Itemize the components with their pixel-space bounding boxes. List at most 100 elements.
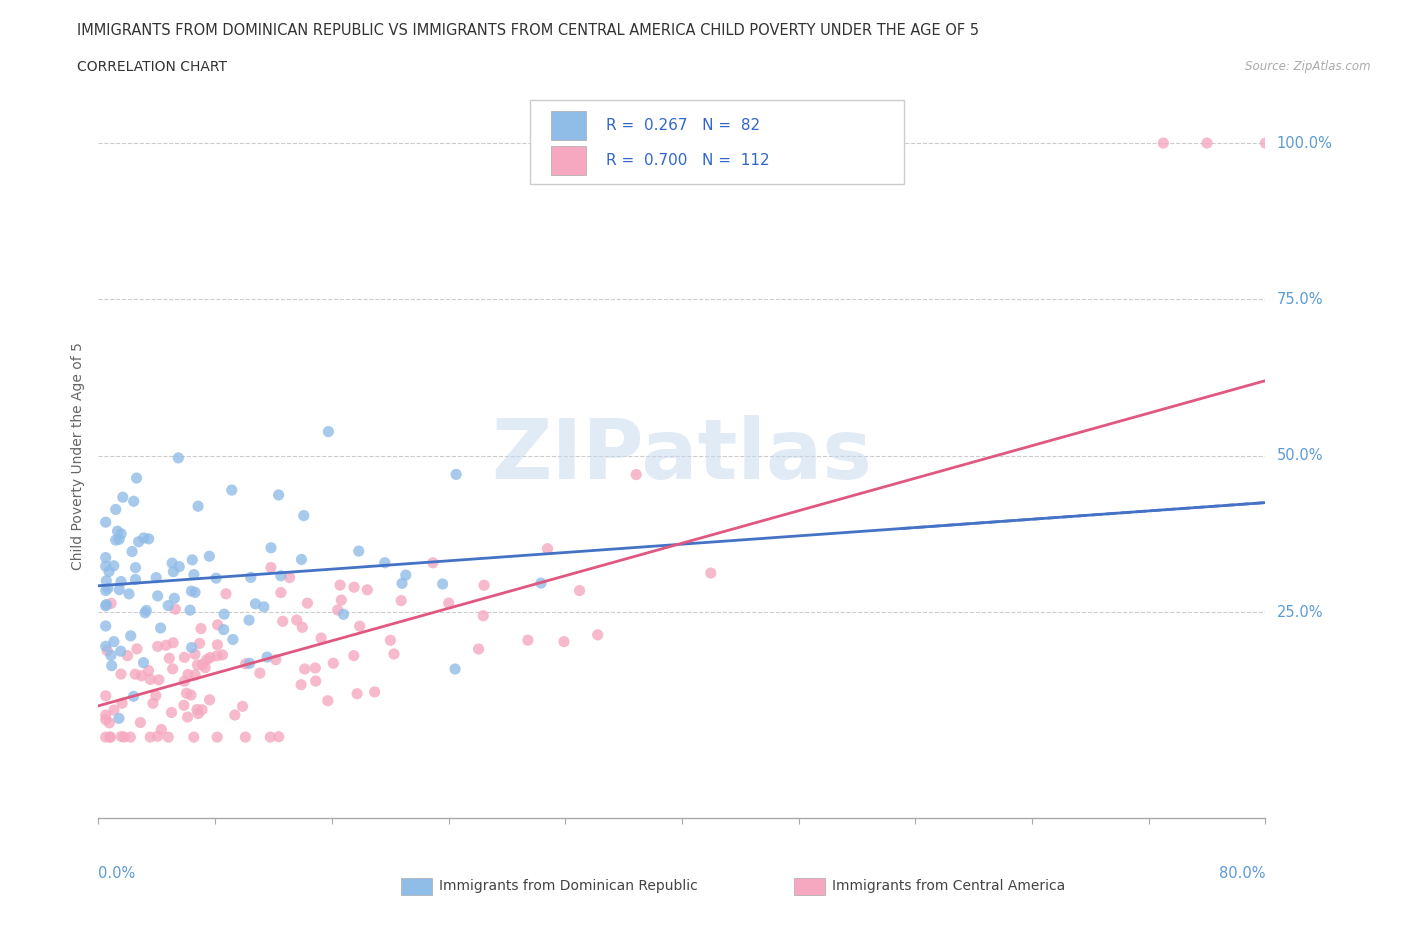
Point xyxy=(191,657,214,671)
Point xyxy=(267,487,290,502)
Point xyxy=(347,544,370,559)
Point xyxy=(183,567,205,582)
Point xyxy=(100,648,122,663)
Point xyxy=(322,656,344,671)
Point xyxy=(187,498,209,513)
Point xyxy=(224,708,246,723)
Point xyxy=(183,730,205,745)
Text: 80.0%: 80.0% xyxy=(1219,866,1265,881)
Point xyxy=(278,570,301,585)
Point xyxy=(260,560,283,575)
Point xyxy=(270,585,292,600)
Point xyxy=(108,582,131,597)
Point xyxy=(245,596,267,611)
Point xyxy=(94,712,117,727)
Point xyxy=(124,667,146,682)
Point xyxy=(180,687,202,702)
Point xyxy=(238,656,260,671)
Point xyxy=(536,541,558,556)
Text: 75.0%: 75.0% xyxy=(1277,292,1323,307)
Point xyxy=(146,639,169,654)
Point xyxy=(181,552,204,567)
Point xyxy=(343,579,366,594)
Point xyxy=(138,531,160,546)
Point xyxy=(292,508,315,523)
Point xyxy=(346,686,368,701)
Point xyxy=(207,637,229,652)
Bar xyxy=(551,146,586,175)
Point xyxy=(94,559,117,574)
Point xyxy=(146,589,169,604)
Point xyxy=(96,574,118,589)
Point xyxy=(146,729,169,744)
Point xyxy=(329,578,352,592)
Point xyxy=(1254,136,1277,151)
Point xyxy=(305,673,328,688)
Point xyxy=(380,633,402,648)
Point xyxy=(157,651,180,666)
Point xyxy=(134,605,156,620)
Point xyxy=(304,660,326,675)
Point xyxy=(316,693,339,708)
Point xyxy=(124,572,146,587)
Point xyxy=(294,661,316,676)
Point xyxy=(94,618,117,633)
Point xyxy=(132,656,155,671)
Point xyxy=(586,628,609,643)
Point xyxy=(309,631,332,645)
Point xyxy=(188,636,211,651)
Point xyxy=(148,672,170,687)
Point xyxy=(343,648,366,663)
Point xyxy=(125,642,148,657)
Point xyxy=(516,632,538,647)
Point xyxy=(100,730,122,745)
Point xyxy=(110,644,132,658)
Point xyxy=(1152,136,1174,151)
Point xyxy=(267,729,290,744)
Point xyxy=(110,667,132,682)
Point xyxy=(422,555,444,570)
Point xyxy=(103,558,125,573)
Point xyxy=(120,730,142,745)
Point xyxy=(472,608,495,623)
Point xyxy=(207,618,229,632)
Point xyxy=(444,661,467,676)
Point xyxy=(270,568,292,583)
Point xyxy=(239,570,262,585)
Point xyxy=(98,715,121,730)
Point xyxy=(184,668,207,683)
Point xyxy=(624,467,647,482)
Point xyxy=(112,730,135,745)
Point xyxy=(108,532,131,547)
Point xyxy=(94,730,117,745)
Point xyxy=(110,526,132,541)
Point xyxy=(256,650,278,665)
Point xyxy=(186,658,208,672)
Point xyxy=(94,639,117,654)
Point xyxy=(122,689,145,704)
Point xyxy=(212,622,235,637)
Point xyxy=(349,618,371,633)
Point xyxy=(173,698,195,712)
Point xyxy=(291,620,314,635)
Point xyxy=(238,613,260,628)
FancyBboxPatch shape xyxy=(530,100,904,184)
Point xyxy=(290,552,312,567)
Text: Source: ZipAtlas.com: Source: ZipAtlas.com xyxy=(1246,60,1371,73)
Text: Immigrants from Central America: Immigrants from Central America xyxy=(832,879,1066,894)
Point xyxy=(198,549,221,564)
Point xyxy=(108,711,131,725)
Point xyxy=(149,620,172,635)
Point xyxy=(173,674,195,689)
Point xyxy=(389,593,412,608)
Point xyxy=(150,722,173,737)
Point xyxy=(110,729,132,744)
Point xyxy=(180,640,202,655)
Point xyxy=(118,587,141,602)
Point xyxy=(145,570,167,585)
Point xyxy=(96,597,118,612)
Point xyxy=(184,585,207,600)
Point xyxy=(97,565,120,579)
Point xyxy=(356,582,378,597)
Text: 100.0%: 100.0% xyxy=(1277,136,1333,151)
